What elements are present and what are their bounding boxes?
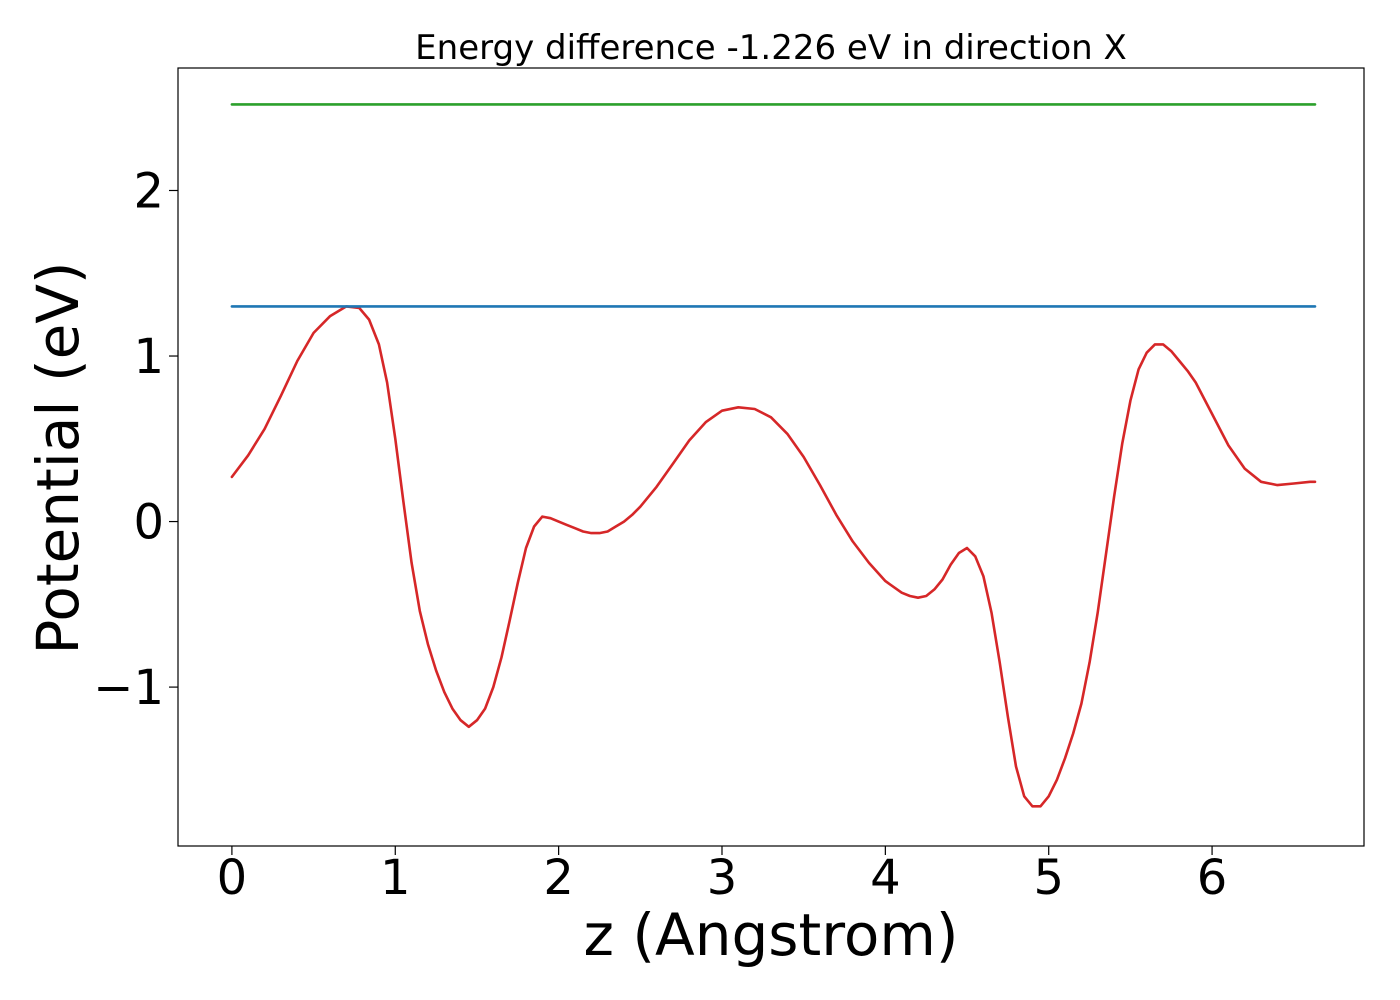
x-tick-label: 6 — [1197, 850, 1228, 906]
y-tick-label: 2 — [133, 163, 164, 219]
x-tick-label: 0 — [217, 850, 248, 906]
tick-layer: 0 1 2 3 4 5 6 −1 0 1 2 — [93, 163, 1227, 906]
x-tick-label: 2 — [543, 850, 574, 906]
chart-title: Energy difference -1.226 eV in direction… — [415, 28, 1127, 68]
y-tick-label: 0 — [133, 495, 164, 551]
y-tick-label: −1 — [93, 660, 164, 716]
x-tick-label: 5 — [1033, 850, 1064, 906]
series-layer — [230, 103, 1317, 808]
potential-line — [230, 305, 1317, 808]
x-tick-label: 3 — [707, 850, 738, 906]
y-axis-label: Potential (eV) — [24, 261, 92, 654]
x-tick-label: 1 — [380, 850, 411, 906]
plot-frame — [177, 67, 1365, 847]
y-tick-label: 1 — [133, 329, 164, 385]
x-axis-label: z (Angstrom) — [584, 901, 959, 969]
x-tick-label: 4 — [870, 850, 901, 906]
plot-area — [178, 68, 1364, 846]
